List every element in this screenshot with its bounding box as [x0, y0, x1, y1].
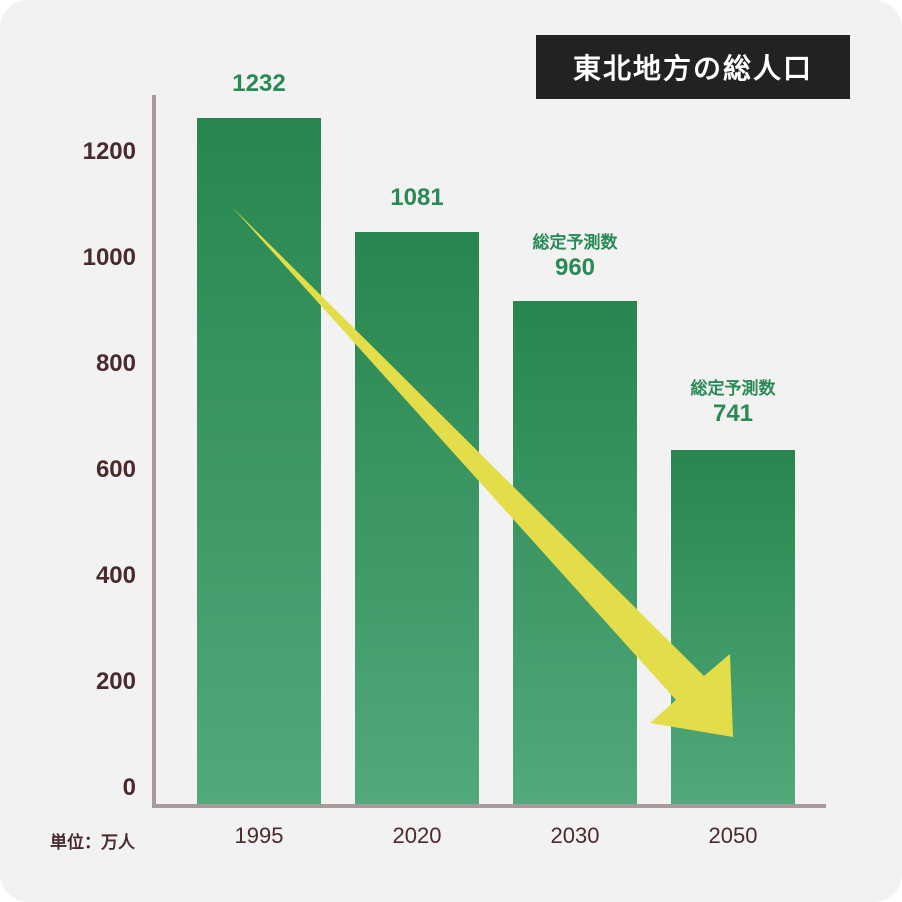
- y-tick-0: 0: [122, 774, 136, 801]
- value-label-2020: 1081: [390, 184, 444, 211]
- x-tick-1995: 1995: [234, 823, 284, 848]
- y-tick-1200: 1200: [82, 138, 136, 165]
- note-label-2050: 総定予測数: [690, 379, 776, 399]
- y-tick-200: 200: [95, 668, 136, 695]
- value-label-1995: 1232: [232, 70, 286, 97]
- value-label-2030: 960: [554, 254, 596, 281]
- x-tick-2030: 2030: [550, 823, 600, 848]
- unit-label: 単位：万人: [50, 833, 135, 853]
- bar-1995: [197, 118, 321, 806]
- bar-2050: [671, 450, 795, 806]
- chart-title: 東北地方の総人口: [536, 35, 850, 99]
- y-tick-800: 800: [95, 350, 136, 377]
- x-tick-2050: 2050: [708, 823, 758, 848]
- y-tick-400: 400: [95, 562, 136, 589]
- bar-2020: [355, 232, 479, 806]
- x-axis: [152, 804, 826, 808]
- y-tick-1000: 1000: [82, 244, 136, 271]
- x-tick-2020: 2020: [392, 823, 442, 848]
- value-label-2050: 741: [712, 400, 754, 427]
- y-axis: [152, 95, 156, 808]
- note-label-2030: 総定予測数: [532, 233, 618, 253]
- y-tick-600: 600: [95, 456, 136, 483]
